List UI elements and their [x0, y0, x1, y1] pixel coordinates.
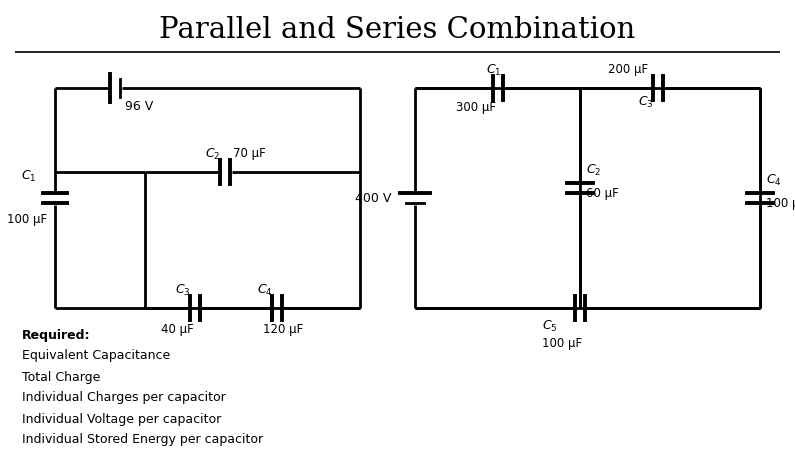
Text: Individual Voltage per capacitor: Individual Voltage per capacitor: [22, 412, 221, 425]
Text: Required:: Required:: [22, 329, 91, 342]
Text: 70 μF: 70 μF: [233, 148, 266, 160]
Text: Individual Stored Energy per capacitor: Individual Stored Energy per capacitor: [22, 433, 263, 446]
Text: 100 μF: 100 μF: [7, 213, 47, 226]
Text: $C_{4}$: $C_{4}$: [766, 172, 781, 187]
Text: 400 V: 400 V: [355, 192, 391, 205]
Text: Individual Charges per capacitor: Individual Charges per capacitor: [22, 391, 226, 404]
Text: $C_{2}$: $C_{2}$: [204, 146, 220, 162]
Text: 300 μF: 300 μF: [456, 102, 496, 115]
Text: $C_{4}$: $C_{4}$: [258, 282, 273, 298]
Text: $C_{2}$: $C_{2}$: [586, 163, 601, 178]
Text: $C_{1}$: $C_{1}$: [487, 62, 502, 77]
Text: 120 μF: 120 μF: [263, 323, 303, 336]
Text: 60 μF: 60 μF: [586, 187, 619, 200]
Text: Parallel and Series Combination: Parallel and Series Combination: [159, 16, 635, 44]
Text: Equivalent Capacitance: Equivalent Capacitance: [22, 350, 170, 363]
Text: 40 μF: 40 μF: [161, 323, 193, 336]
Text: 100 μF: 100 μF: [542, 336, 582, 350]
Text: 100 μF: 100 μF: [766, 198, 795, 211]
Text: $C_{3}$: $C_{3}$: [176, 282, 191, 298]
Text: $C_{1}$: $C_{1}$: [21, 168, 37, 184]
Text: $C_{3}$: $C_{3}$: [638, 95, 654, 110]
Text: Total Charge: Total Charge: [22, 370, 100, 384]
Text: 96 V: 96 V: [125, 100, 153, 112]
Text: 200 μF: 200 μF: [608, 63, 648, 76]
Text: $C_{5}$: $C_{5}$: [542, 318, 558, 334]
